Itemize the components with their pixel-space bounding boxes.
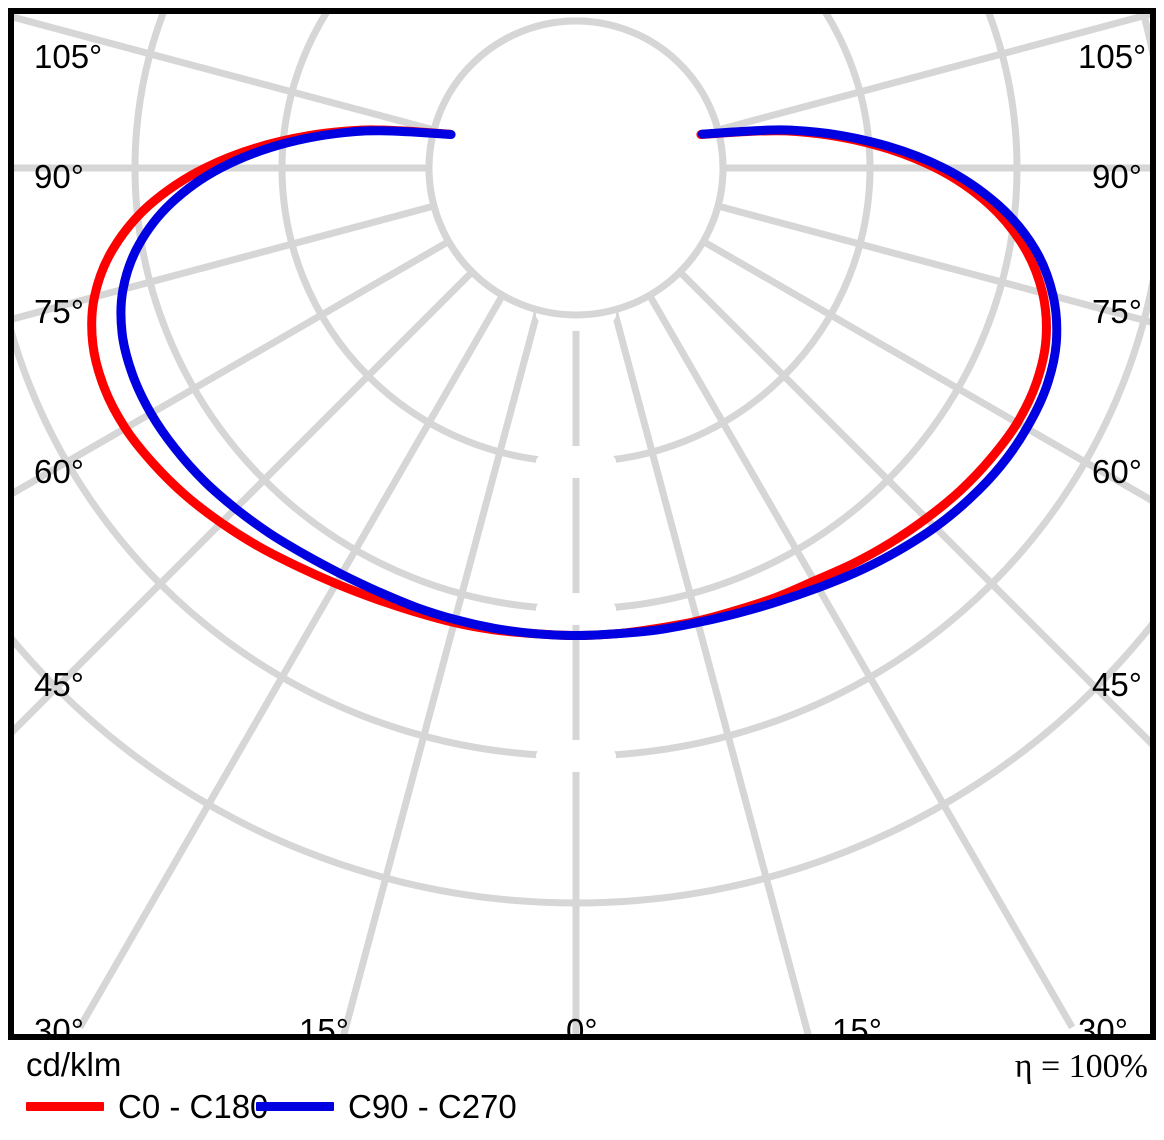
- pole-inner-disc: [432, 24, 720, 312]
- grid-spoke--15: [340, 309, 542, 1034]
- grid-spoke--75: [14, 202, 435, 323]
- angle-label-right-3: 60°: [1092, 453, 1142, 490]
- angle-label-bottom-0: 15°: [299, 1012, 349, 1040]
- angle-label-bottom-1: 0°: [566, 1012, 598, 1040]
- grid-spoke-75: [717, 202, 1150, 326]
- angle-label-left-4: 45°: [34, 666, 84, 703]
- angle-label-left-1: 90°: [34, 158, 84, 195]
- angle-label-left-2: 75°: [34, 293, 84, 330]
- chart-legend: cd/klm η = 100% C0 - C180 C90 - C270: [8, 1044, 1156, 1132]
- legend-swatch-blue: [256, 1102, 334, 1111]
- grid-spoke--30: [76, 293, 506, 1030]
- ring-label-gap-3: [536, 593, 616, 625]
- legend-swatch-red: [26, 1102, 104, 1111]
- angle-label-right-2: 75°: [1092, 293, 1142, 330]
- angle-label-left-5: 30°: [34, 1012, 84, 1040]
- curve-c90-c270: [116, 125, 1062, 640]
- legend-item-c90-c270: C90 - C270: [256, 1090, 517, 1123]
- grid-spoke-60: [701, 238, 1150, 504]
- polar-plot-frame: 105° 90° 75° 60° 45° 30° 105° 90° 75° 60° 45° 30° 15…: [8, 8, 1156, 1040]
- grid-spoke-105: [717, 14, 1150, 134]
- grid-spoke-30: [646, 293, 1076, 1030]
- grid-spoke-15: [610, 309, 812, 1034]
- ring-label-gap-4: [536, 740, 616, 772]
- grid-spoke--105: [14, 14, 435, 134]
- legend-item-c0-c180: C0 - C180: [26, 1090, 268, 1123]
- efficiency-label: η = 100%: [1014, 1048, 1148, 1085]
- grid-spoke--60: [14, 238, 451, 497]
- grid-spoke--45: [14, 269, 475, 735]
- angle-label-right-0: 105°: [1078, 38, 1147, 75]
- polar-plot-canvas: [14, 14, 1150, 1034]
- angle-label-bottom-2: 15°: [832, 1012, 882, 1040]
- angle-label-right-1: 90°: [1092, 158, 1142, 195]
- legend-label-c90-c270: C90 - C270: [348, 1088, 517, 1125]
- angle-label-right-4: 45°: [1092, 666, 1142, 703]
- unit-label: cd/klm: [26, 1046, 122, 1083]
- angle-label-left-3: 60°: [34, 453, 84, 490]
- grid-spoke-45: [677, 269, 1150, 747]
- angle-label-right-5: 30°: [1078, 1012, 1128, 1040]
- angle-label-left-0: 105°: [34, 38, 103, 75]
- grid-ring-inner: [425, 17, 727, 319]
- ring-label-gap-2: [536, 446, 616, 478]
- legend-label-c0-c180: C0 - C180: [118, 1088, 269, 1125]
